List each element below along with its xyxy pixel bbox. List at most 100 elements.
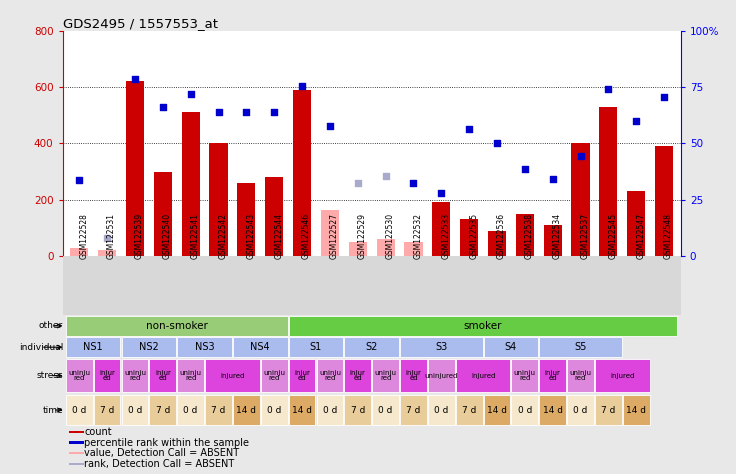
Point <box>241 109 252 116</box>
Point <box>575 152 587 160</box>
Bar <box>516 214 534 256</box>
Text: uninju
red: uninju red <box>124 370 146 381</box>
Text: NS2: NS2 <box>139 342 159 352</box>
Text: 0 d: 0 d <box>517 406 532 414</box>
Text: GSM122539: GSM122539 <box>135 213 144 259</box>
Bar <box>372 395 399 425</box>
Bar <box>237 183 255 256</box>
Text: 7 d: 7 d <box>462 406 476 414</box>
Text: uninju
red: uninju red <box>375 370 397 381</box>
Bar <box>289 395 316 425</box>
Text: injur
ed: injur ed <box>99 370 115 381</box>
Point <box>102 234 113 241</box>
Bar <box>149 359 176 392</box>
Bar <box>149 395 176 425</box>
Point <box>213 109 224 116</box>
Bar <box>121 359 149 392</box>
Text: GDS2495 / 1557553_at: GDS2495 / 1557553_at <box>63 17 218 30</box>
Text: GSM122548: GSM122548 <box>664 213 673 259</box>
Bar <box>432 202 450 256</box>
Text: S1: S1 <box>310 342 322 352</box>
Text: injur
ed: injur ed <box>545 370 561 381</box>
Text: 7 d: 7 d <box>601 406 615 414</box>
Text: GSM122530: GSM122530 <box>386 213 394 259</box>
Bar <box>98 250 116 256</box>
Text: 14 d: 14 d <box>487 406 507 414</box>
Bar <box>539 337 622 357</box>
Bar <box>289 316 677 336</box>
Text: 0 d: 0 d <box>183 406 198 414</box>
Text: 14 d: 14 d <box>626 406 646 414</box>
Text: 14 d: 14 d <box>292 406 312 414</box>
Bar <box>126 82 144 256</box>
Bar <box>372 359 399 392</box>
Text: GSM122528: GSM122528 <box>79 213 88 259</box>
Bar <box>68 441 84 444</box>
Bar <box>121 395 149 425</box>
Point <box>74 176 85 184</box>
Point <box>296 82 308 90</box>
Text: S2: S2 <box>366 342 378 352</box>
Point <box>658 93 670 101</box>
Text: 14 d: 14 d <box>236 406 256 414</box>
Bar <box>265 177 283 256</box>
Point <box>463 126 475 133</box>
Point <box>436 189 447 196</box>
Text: uninju
red: uninju red <box>68 370 91 381</box>
Bar <box>400 359 427 392</box>
Bar <box>233 337 288 357</box>
Text: GSM122540: GSM122540 <box>163 213 171 259</box>
Text: other: other <box>39 321 63 330</box>
Bar <box>344 337 399 357</box>
Text: time: time <box>43 406 63 414</box>
Point <box>630 117 642 125</box>
Bar <box>205 395 232 425</box>
Text: GSM122543: GSM122543 <box>247 213 255 259</box>
Bar <box>68 463 84 465</box>
Bar <box>289 337 343 357</box>
Bar <box>70 247 88 256</box>
Bar <box>404 242 422 256</box>
Text: GSM122533: GSM122533 <box>442 213 450 259</box>
Text: 0 d: 0 d <box>573 406 588 414</box>
Bar <box>655 146 673 256</box>
Bar <box>539 359 566 392</box>
Point <box>129 75 141 82</box>
Bar <box>571 143 590 256</box>
Text: NS3: NS3 <box>195 342 214 352</box>
Point <box>380 172 392 180</box>
Bar <box>205 359 260 392</box>
Bar <box>377 239 394 256</box>
Text: uninju
red: uninju red <box>180 370 202 381</box>
Bar <box>121 337 176 357</box>
Point <box>269 109 280 116</box>
Text: GSM122547: GSM122547 <box>636 213 645 259</box>
Bar <box>261 395 288 425</box>
Text: percentile rank within the sample: percentile rank within the sample <box>84 438 250 447</box>
Text: 7 d: 7 d <box>406 406 421 414</box>
Text: GSM122541: GSM122541 <box>191 213 199 259</box>
Text: 0 d: 0 d <box>322 406 337 414</box>
Bar <box>210 143 227 256</box>
Text: uninju
red: uninju red <box>570 370 592 381</box>
Bar <box>177 359 204 392</box>
Bar <box>233 395 260 425</box>
Text: individual: individual <box>18 343 63 352</box>
Text: 0 d: 0 d <box>128 406 142 414</box>
Bar <box>66 395 93 425</box>
Text: uninju
red: uninju red <box>319 370 341 381</box>
Text: count: count <box>84 427 112 437</box>
Bar <box>261 359 288 392</box>
Bar <box>512 359 538 392</box>
Text: smoker: smoker <box>464 321 503 331</box>
Text: GSM122537: GSM122537 <box>581 213 590 259</box>
Bar <box>182 112 199 256</box>
Text: GSM122529: GSM122529 <box>358 213 367 259</box>
Bar <box>623 395 650 425</box>
Bar <box>456 359 510 392</box>
Text: 0 d: 0 d <box>72 406 86 414</box>
Bar <box>627 191 645 256</box>
Bar <box>177 337 232 357</box>
Text: rank, Detection Call = ABSENT: rank, Detection Call = ABSENT <box>84 459 235 469</box>
Text: stress: stress <box>37 371 63 380</box>
